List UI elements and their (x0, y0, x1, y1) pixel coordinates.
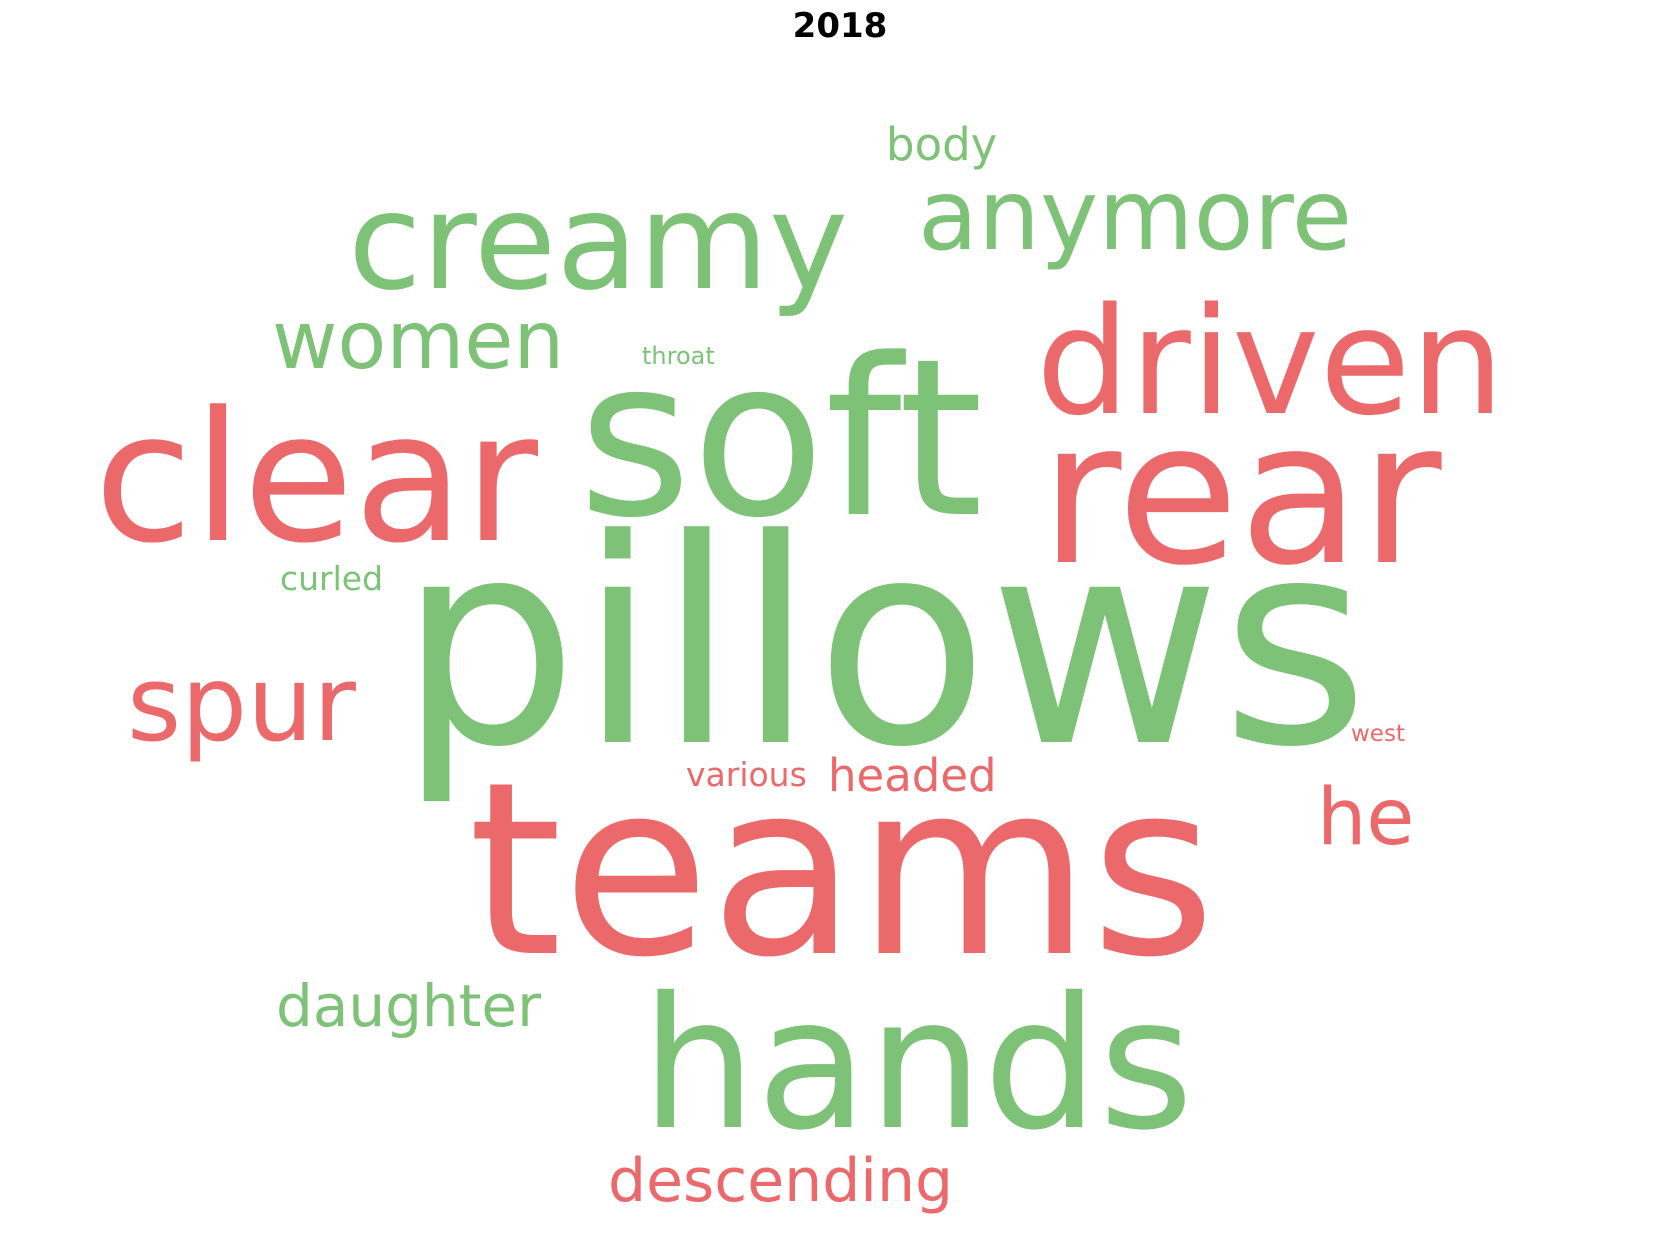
word-throat: throat (642, 342, 715, 370)
word-pillows: pillows (398, 478, 1369, 809)
word-driven: driven (1036, 276, 1504, 448)
word-creamy: creamy (348, 164, 848, 320)
word-clear: clear (94, 374, 538, 583)
word-various: various (686, 755, 807, 794)
word-spur: spur (127, 643, 356, 765)
chart-title: 2018 (792, 6, 888, 46)
word-women: women (272, 294, 564, 387)
word-curled: curled (280, 559, 383, 598)
word-anymore: anymore (918, 159, 1352, 273)
word-daughter: daughter (276, 972, 541, 1040)
word-hands: hands (641, 958, 1194, 1170)
word-rear: rear (1040, 378, 1442, 609)
word-descending: descending (608, 1146, 953, 1216)
word-he: he (1317, 773, 1414, 863)
word-soft: soft (578, 313, 983, 566)
word-body: body (886, 118, 997, 171)
word-teams: teams (468, 730, 1216, 1010)
word-west: west (1351, 721, 1405, 747)
word-headed: headed (828, 749, 997, 802)
